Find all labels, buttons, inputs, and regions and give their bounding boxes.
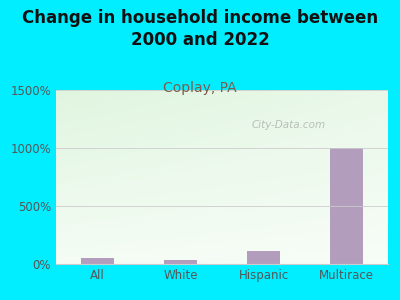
- Text: Change in household income between
2000 and 2022: Change in household income between 2000 …: [22, 9, 378, 49]
- Text: City-Data.com: City-Data.com: [251, 120, 326, 130]
- Text: Coplay, PA: Coplay, PA: [163, 81, 237, 95]
- Bar: [247, 251, 280, 264]
- Bar: [164, 260, 197, 264]
- Bar: [81, 258, 114, 264]
- Bar: [330, 148, 363, 264]
